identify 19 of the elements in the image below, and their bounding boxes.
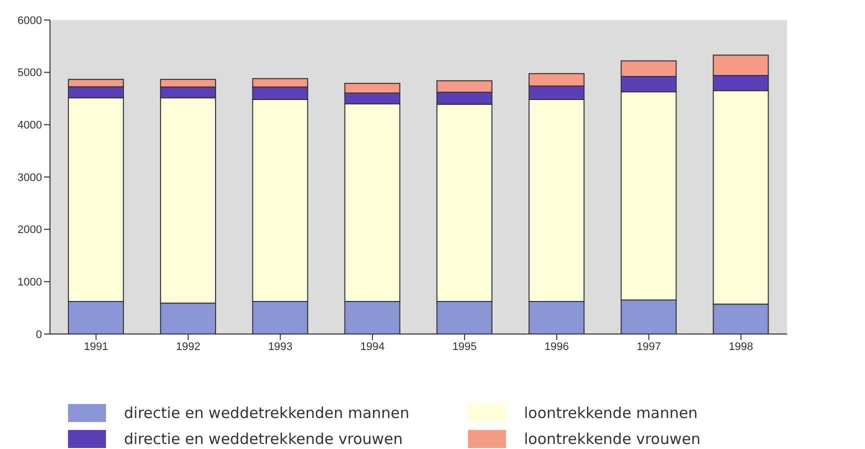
y-tick-label: 2000 (18, 224, 42, 236)
y-tick-label: 5000 (18, 67, 42, 80)
y-tick-label: 3000 (18, 172, 42, 184)
x-tick-label: 1993 (268, 340, 293, 353)
y-tick-label: 4000 (18, 120, 42, 132)
x-tick-label: 1992 (176, 340, 200, 353)
y-tick-label: 6000 (18, 14, 42, 27)
y-tick-label: 0 (36, 328, 42, 341)
x-tick-label: 1998 (728, 340, 754, 353)
x-tick-label: 1997 (636, 340, 662, 353)
legend-label: directie en weddetrekkenden mannen (124, 404, 410, 422)
legend-label: loontrekkende vrouwen (524, 430, 700, 448)
x-tick-label: 1996 (544, 340, 569, 353)
y-tick-label: 1000 (18, 276, 42, 289)
x-tick-label: 1994 (360, 340, 385, 353)
legend-label: directie en weddetrekkende vrouwen (124, 430, 403, 448)
x-tick-label: 1995 (452, 340, 477, 353)
x-tick-label: 1991 (84, 340, 108, 353)
legend-label: loontrekkende mannen (524, 404, 698, 422)
